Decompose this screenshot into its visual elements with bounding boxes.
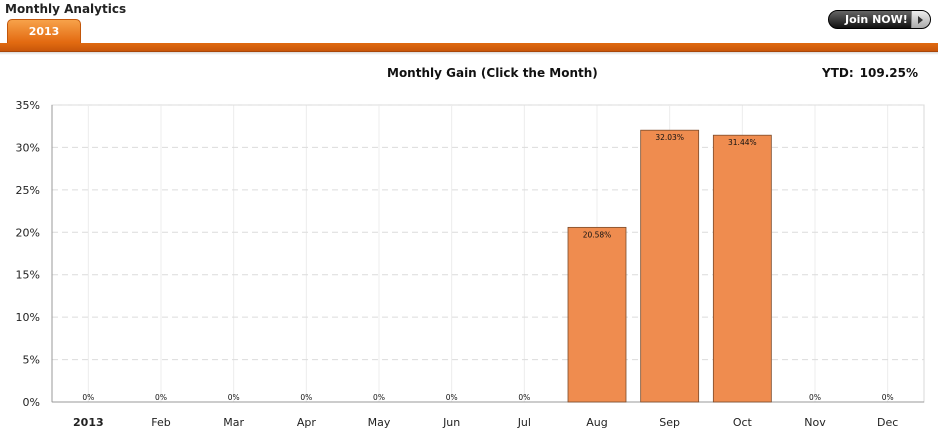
bar-value-label: 0% xyxy=(228,393,240,402)
tab-bar xyxy=(0,43,938,52)
bar-value-label: 0% xyxy=(373,393,385,402)
x-tick-label[interactable]: Feb xyxy=(151,416,170,429)
x-tick-label[interactable]: Mar xyxy=(223,416,244,429)
plot-area xyxy=(51,104,925,403)
tab-2013[interactable]: 2013 xyxy=(7,19,81,43)
x-tick-label[interactable]: Sep xyxy=(659,416,680,429)
bar-value-label: 0% xyxy=(300,393,312,402)
bar-value-label: 32.03% xyxy=(655,133,684,142)
x-tick-label[interactable]: Oct xyxy=(733,416,753,429)
bar[interactable] xyxy=(640,129,700,403)
bar-value-label: 0% xyxy=(82,393,94,402)
y-tick-label: 20% xyxy=(16,226,40,239)
bar-value-label: 31.44% xyxy=(728,138,757,147)
tab-bar-shadow xyxy=(0,52,938,55)
ytd-summary: YTD: 109.25% xyxy=(822,66,918,80)
x-tick-label[interactable]: Jul xyxy=(517,416,531,429)
y-tick-label: 35% xyxy=(16,99,40,112)
bar-value-label: 0% xyxy=(809,393,821,402)
bar-value-label: 20.58% xyxy=(583,230,612,239)
y-tick-label: 30% xyxy=(16,141,40,154)
ytd-value: 109.25% xyxy=(859,66,918,80)
x-tick-label[interactable]: 2013 xyxy=(73,416,104,429)
x-tick-label[interactable]: Jun xyxy=(442,416,460,429)
bar-value-label: 0% xyxy=(518,393,530,402)
bar[interactable] xyxy=(712,134,772,403)
x-tick-label[interactable]: Apr xyxy=(297,416,317,429)
x-tick-label[interactable]: Nov xyxy=(804,416,826,429)
x-tick-label[interactable]: May xyxy=(368,416,391,429)
arrow-right-icon xyxy=(911,11,930,28)
bar-value-label: 0% xyxy=(446,393,458,402)
bar-value-label: 0% xyxy=(882,393,894,402)
join-now-button[interactable]: Join NOW! xyxy=(828,10,931,29)
y-tick-label: 15% xyxy=(16,269,40,282)
chart-title: Monthly Gain (Click the Month) xyxy=(387,66,598,80)
bar-value-label: 0% xyxy=(155,393,167,402)
x-tick-label[interactable]: Dec xyxy=(877,416,898,429)
y-tick-label: 10% xyxy=(16,311,40,324)
page-title: Monthly Analytics xyxy=(5,2,127,16)
bar[interactable] xyxy=(567,226,627,403)
join-now-label: Join NOW! xyxy=(845,13,908,26)
y-tick-label: 0% xyxy=(23,396,40,409)
y-tick-label: 25% xyxy=(16,184,40,197)
ytd-label: YTD: xyxy=(822,66,854,80)
y-tick-label: 5% xyxy=(23,354,40,367)
x-tick-label[interactable]: Aug xyxy=(586,416,607,429)
